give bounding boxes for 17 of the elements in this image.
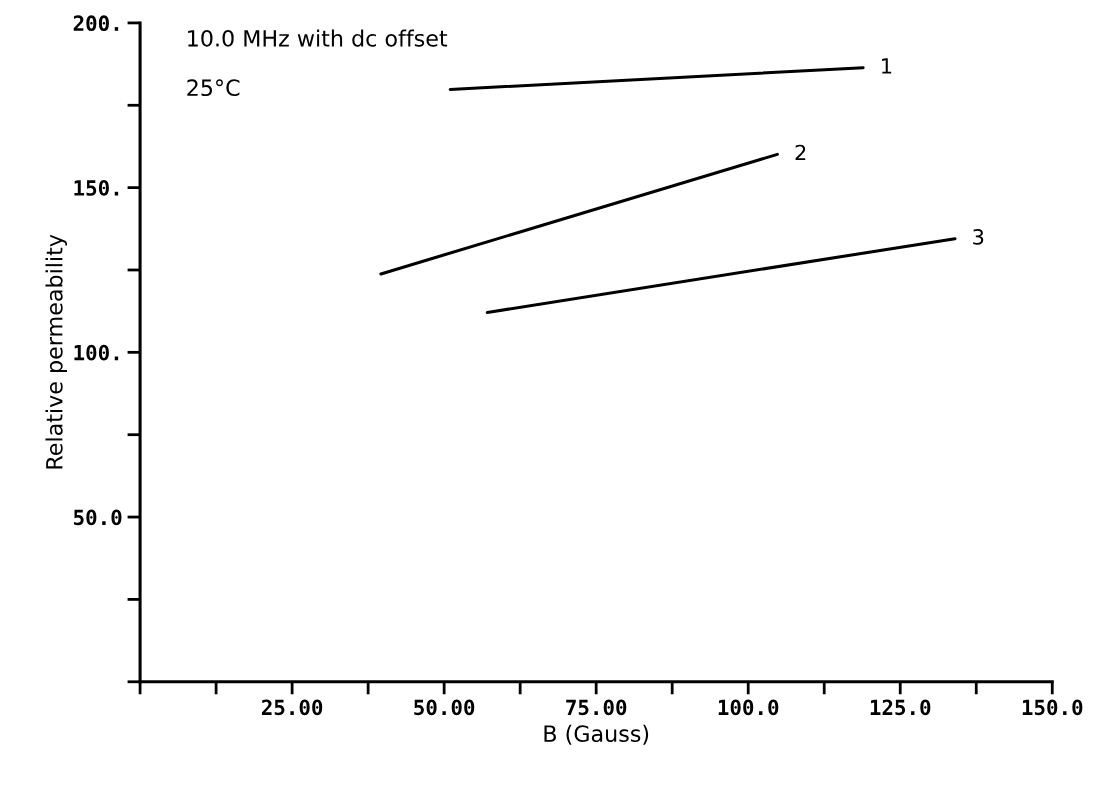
x-tick-label: 125.0	[870, 699, 931, 716]
x-tick-label: 50.00	[414, 699, 475, 716]
series-label: 1	[882, 58, 892, 74]
y-axis-title: Relative permeability	[45, 234, 67, 469]
y-tick-label: 150.	[74, 180, 119, 196]
y-tick-label: 200.	[73, 15, 119, 32]
x-tick-label: 100.0	[718, 699, 779, 716]
annotation: 25°C	[187, 79, 240, 97]
y-tick-label: 100.	[74, 344, 119, 361]
x-axis-title: B (Gauss)	[544, 724, 649, 745]
x-tick-label: 25.00	[261, 699, 323, 716]
y-tick-label: 50.0	[74, 509, 122, 526]
series-label: 2	[795, 144, 806, 161]
annotation: 10.0 MHz with dc offset	[188, 29, 448, 47]
x-tick-label: 75.00	[566, 699, 627, 716]
x-tick-label: 150.0	[1022, 699, 1083, 716]
series-label: 3	[973, 228, 984, 245]
